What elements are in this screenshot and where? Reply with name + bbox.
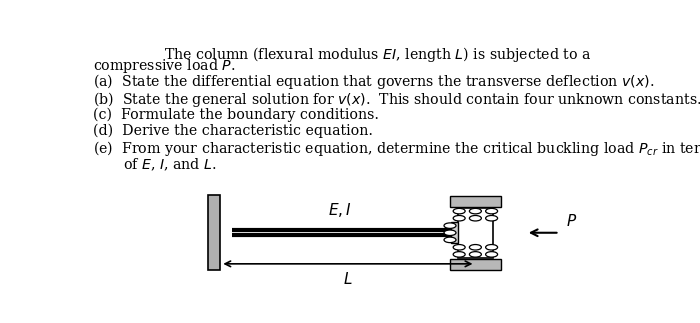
Text: compressive load $P$.: compressive load $P$. bbox=[93, 57, 235, 75]
Bar bbox=[452, 222, 458, 243]
Text: The column (flexural modulus $EI$, length $L$) is subjected to a: The column (flexural modulus $EI$, lengt… bbox=[164, 45, 592, 64]
Text: $L$: $L$ bbox=[343, 271, 353, 287]
Circle shape bbox=[470, 208, 482, 214]
Text: $P$: $P$ bbox=[566, 213, 578, 229]
Circle shape bbox=[444, 237, 456, 243]
Text: (c)  Formulate the boundary conditions.: (c) Formulate the boundary conditions. bbox=[93, 107, 379, 121]
Bar bbox=[449, 259, 501, 270]
Bar bbox=[458, 208, 493, 258]
Text: (e)  From your characteristic equation, determine the critical buckling load $P_: (e) From your characteristic equation, d… bbox=[93, 140, 700, 159]
Circle shape bbox=[470, 245, 482, 250]
Circle shape bbox=[470, 252, 482, 257]
Circle shape bbox=[444, 230, 456, 235]
Text: of $E$, $I$, and $L$.: of $E$, $I$, and $L$. bbox=[122, 156, 216, 172]
Circle shape bbox=[453, 215, 466, 221]
Text: (b)  State the general solution for $v(x)$.  This should contain four unknown co: (b) State the general solution for $v(x)… bbox=[93, 90, 700, 109]
Text: (d)  Derive the characteristic equation.: (d) Derive the characteristic equation. bbox=[93, 123, 373, 138]
Circle shape bbox=[486, 245, 498, 250]
Circle shape bbox=[453, 208, 466, 214]
Circle shape bbox=[444, 223, 456, 228]
Circle shape bbox=[486, 208, 498, 214]
Circle shape bbox=[470, 215, 482, 221]
Circle shape bbox=[453, 245, 466, 250]
Bar bbox=[209, 195, 220, 270]
Circle shape bbox=[453, 252, 466, 257]
Text: $E, I$: $E, I$ bbox=[328, 201, 351, 219]
Text: (a)  State the differential equation that governs the transverse deflection $v(x: (a) State the differential equation that… bbox=[93, 72, 654, 91]
Circle shape bbox=[486, 215, 498, 221]
Bar bbox=[449, 196, 501, 207]
Circle shape bbox=[486, 252, 498, 257]
